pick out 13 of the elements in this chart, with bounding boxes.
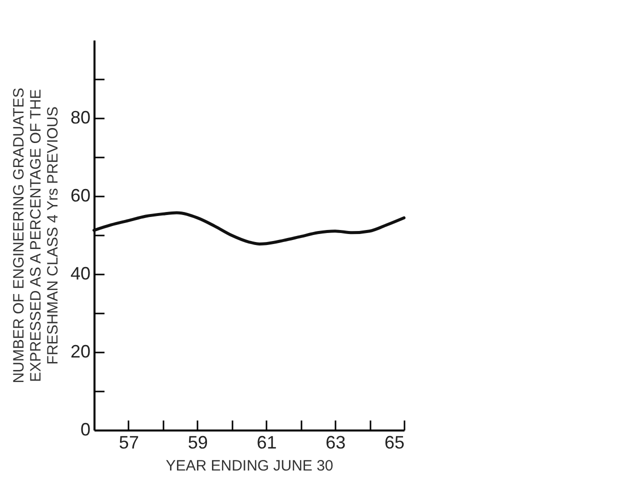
y-tick-label: 60 <box>70 186 90 206</box>
x-axis-title: YEAR ENDING JUNE 30 <box>166 458 334 474</box>
y-tick-label: 80 <box>70 108 90 128</box>
x-tick-label: 65 <box>384 432 404 452</box>
x-tick-label: 59 <box>188 432 208 452</box>
x-tick-label: 63 <box>326 432 346 452</box>
x-tick-label: 61 <box>256 432 277 452</box>
y-tick-label: 0 <box>80 420 90 440</box>
y-tick-label: 40 <box>70 264 90 284</box>
x-tick-label: 57 <box>118 432 139 452</box>
line-series <box>92 211 406 246</box>
y-axis-title: NUMBER OF ENGINEERING GRADUATES EXPRESSED AS A PERCENTAGE OF THE FRESHMAN CLASS 4 Yrs PREVIOUS <box>10 88 62 384</box>
y-tick-label: 20 <box>70 342 90 362</box>
